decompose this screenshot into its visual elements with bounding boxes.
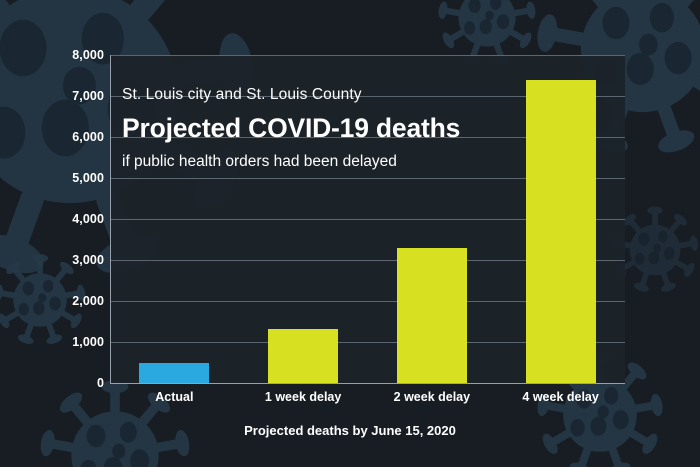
- bar-actual: [139, 363, 210, 383]
- x-tick-label: 1 week delay: [264, 390, 342, 404]
- chart-footer-note: Projected deaths by June 15, 2020: [244, 423, 456, 438]
- y-tick-label: 3,000: [72, 253, 104, 267]
- gridline: [110, 96, 625, 97]
- x-tick-label: 2 week delay: [393, 390, 471, 404]
- y-tick-label: 7,000: [72, 89, 104, 103]
- gridline: [110, 342, 625, 343]
- gridline: [110, 219, 625, 220]
- y-tick-label: 4,000: [72, 212, 104, 226]
- y-tick-label: 6,000: [72, 130, 104, 144]
- gridline: [110, 137, 625, 138]
- gridline: [110, 55, 625, 56]
- y-axis-tick-labels: 0 1,000 2,000 3,000 4,000 5,000 6,000 7,000 8,00…: [0, 48, 104, 390]
- x-tick-label: 4 week delay: [522, 390, 599, 404]
- y-tick-label: 5,000: [72, 171, 104, 185]
- bar-1-week-delay: [268, 329, 339, 383]
- y-axis-line: [110, 55, 111, 383]
- gridline: [110, 178, 625, 179]
- bar-4-week-delay: [525, 80, 596, 383]
- y-tick-label: 0: [96, 376, 104, 390]
- x-tick-label: Actual: [155, 390, 194, 404]
- y-tick-label: 8,000: [72, 48, 104, 62]
- gridline: [110, 260, 625, 261]
- y-tick-label: 1,000: [72, 335, 104, 349]
- gridline: [110, 301, 625, 302]
- y-tick-label: 2,000: [72, 294, 104, 308]
- gridline: [110, 383, 625, 384]
- x-axis-tick-labels: Actual 1 week delay 2 week delay 4 week del…: [110, 390, 625, 412]
- bar-2-week-delay: [396, 247, 467, 383]
- plot-area: [110, 55, 625, 384]
